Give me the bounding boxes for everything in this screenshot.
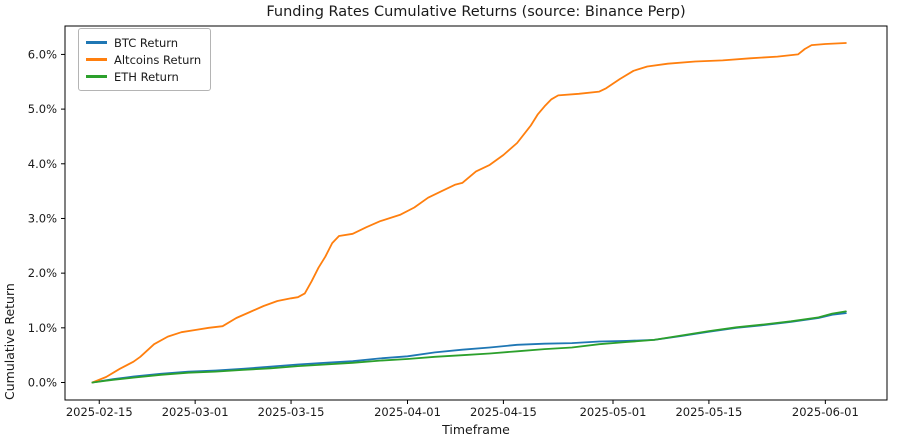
series-line-altcoins — [91, 42, 847, 384]
y-axis-label: Cumulative Return — [2, 283, 17, 400]
y-tick-label: 0.0% — [28, 376, 57, 390]
legend-item-eth: ETH Return — [86, 68, 201, 85]
x-tick-label: 2025-04-15 — [470, 405, 537, 419]
x-tick-label: 2025-03-01 — [162, 405, 229, 419]
legend-label-btc: BTC Return — [114, 35, 179, 50]
y-tick-label: 6.0% — [28, 47, 57, 61]
y-tick-label: 1.0% — [28, 321, 57, 335]
legend-item-altcoins: Altcoins Return — [86, 51, 201, 68]
x-tick-label: 2025-05-01 — [580, 405, 647, 419]
legend-swatch-btc — [86, 41, 107, 44]
y-tick-label: 5.0% — [28, 102, 57, 116]
x-tick-label: 2025-03-15 — [258, 405, 325, 419]
series-line-eth — [91, 310, 847, 384]
legend: BTC Return Altcoins Return ETH Return — [78, 28, 212, 91]
x-tick-label: 2025-04-01 — [374, 405, 441, 419]
x-tick-label: 2025-06-01 — [792, 405, 859, 419]
plot-frame — [64, 25, 888, 401]
y-tick-label: 4.0% — [28, 157, 57, 171]
legend-swatch-eth — [86, 75, 107, 78]
x-axis-label: Timeframe — [442, 422, 510, 437]
chart-title: Funding Rates Cumulative Returns (source… — [266, 4, 686, 20]
legend-label-eth: ETH Return — [114, 69, 179, 84]
y-tick-label: 2.0% — [28, 266, 57, 280]
x-tick-label: 2025-02-15 — [66, 405, 133, 419]
legend-swatch-altcoins — [86, 58, 107, 61]
x-tick-label: 2025-05-15 — [675, 405, 742, 419]
y-tick-label: 3.0% — [28, 211, 57, 225]
legend-item-btc: BTC Return — [86, 34, 201, 51]
legend-label-altcoins: Altcoins Return — [114, 52, 202, 67]
